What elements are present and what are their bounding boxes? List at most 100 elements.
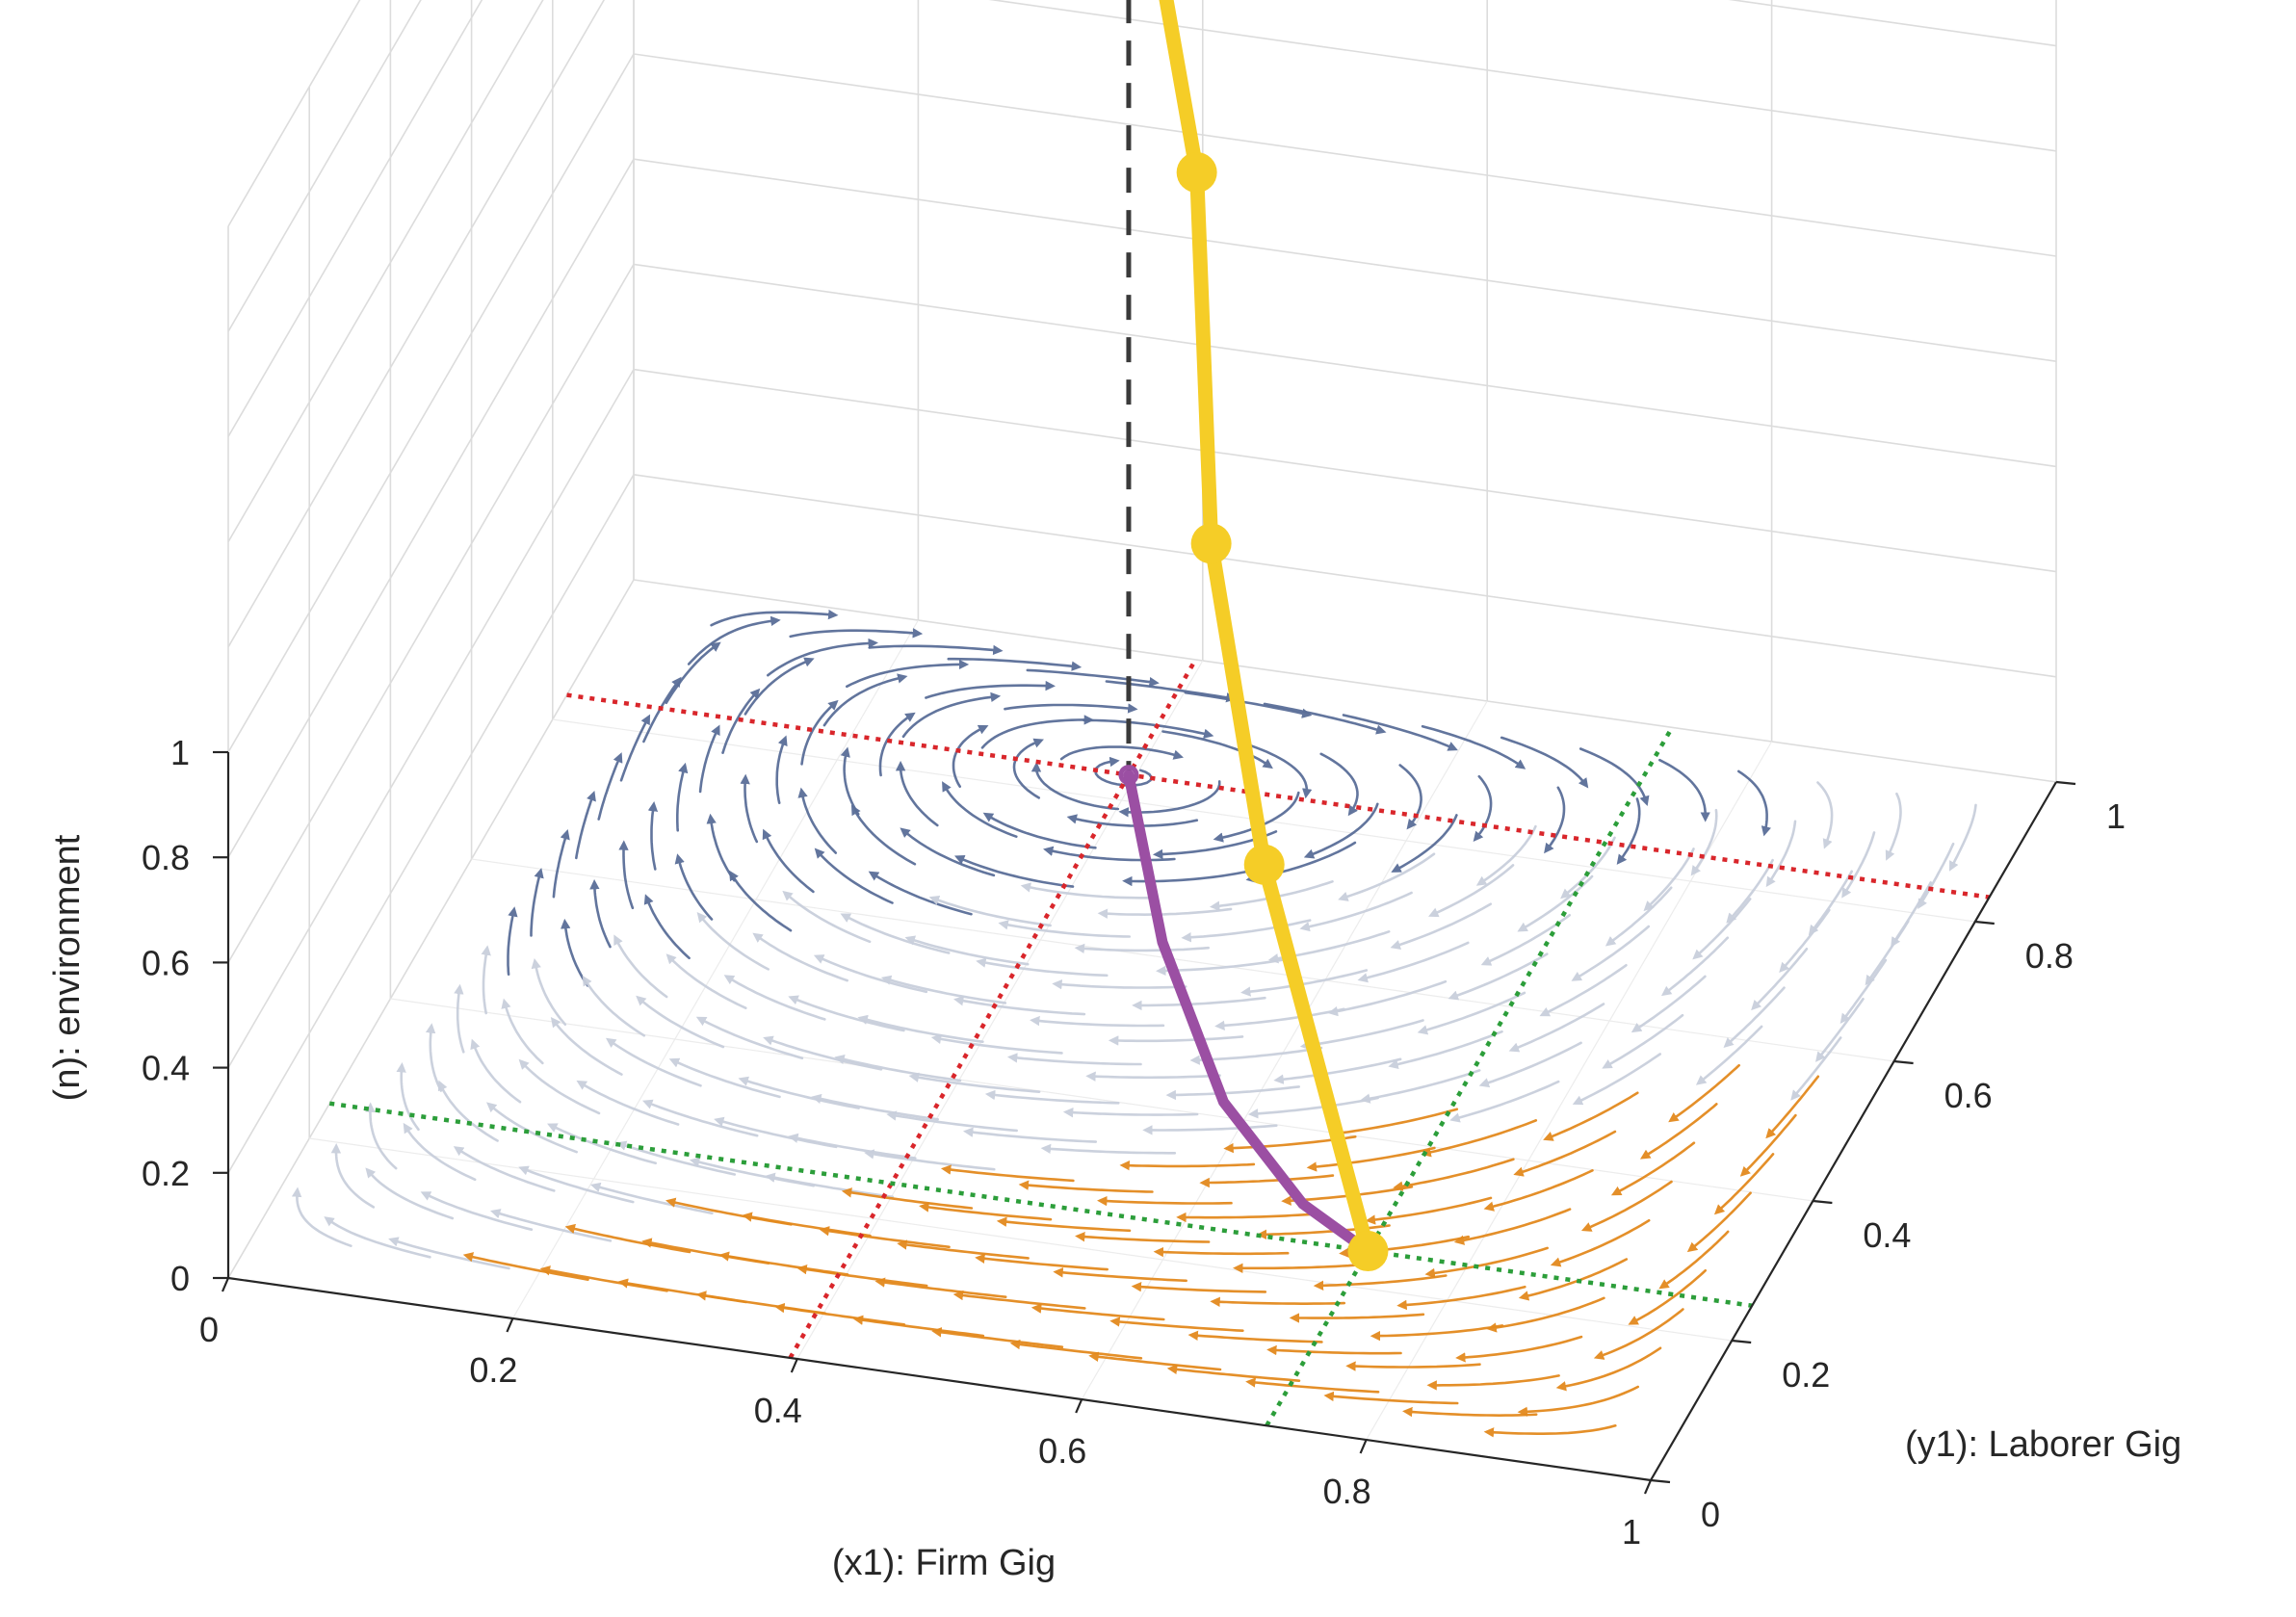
- streamline: [1181, 919, 1312, 943]
- streamline: [796, 1264, 928, 1288]
- streamline: [1790, 1036, 1842, 1101]
- streamline: [1660, 936, 1730, 997]
- streamline: [1323, 1391, 1459, 1405]
- streamline: [365, 1102, 398, 1170]
- streamline: [775, 735, 788, 805]
- streamline: [1176, 1212, 1312, 1223]
- streamline: [1342, 714, 1458, 751]
- x-tick-label: 0.6: [1038, 1431, 1086, 1471]
- streamline: [1360, 1069, 1481, 1104]
- streamline: [1610, 1141, 1696, 1196]
- grid-line: [227, 0, 544, 543]
- streamline: [952, 724, 989, 789]
- grid-line: [633, 263, 2057, 468]
- streamline: [1539, 963, 1628, 1017]
- streamline: [788, 995, 905, 1032]
- z-tick-label: 1: [170, 733, 190, 772]
- streamline: [813, 954, 928, 994]
- x-tick-label: 0.8: [1323, 1472, 1371, 1511]
- streamline: [1424, 1246, 1549, 1279]
- streamline: [982, 812, 1097, 849]
- grid-line: [227, 0, 606, 648]
- streamline: [530, 868, 544, 937]
- streamline: [962, 1127, 1098, 1143]
- streamline: [880, 975, 1007, 1004]
- streamline: [744, 657, 815, 716]
- streamline: [1572, 1053, 1661, 1106]
- streamline: [291, 1187, 352, 1247]
- streamline: [952, 1290, 1086, 1310]
- streamline: [1085, 1071, 1221, 1082]
- streamline: [1839, 958, 1888, 1025]
- streamline: [1026, 668, 1160, 688]
- streamline: [1421, 724, 1526, 769]
- streamline: [925, 680, 1056, 699]
- streamline: [1639, 1103, 1718, 1160]
- streamline: [1303, 802, 1379, 859]
- streamline: [1213, 791, 1300, 843]
- streamline: [615, 1140, 737, 1176]
- streamline: [518, 1058, 601, 1115]
- grid-line: [227, 369, 635, 1069]
- streamline: [840, 913, 951, 954]
- streamline: [1593, 1308, 1684, 1360]
- streamline: [980, 715, 1095, 749]
- streamline: [1059, 745, 1184, 761]
- streamline: [1075, 1232, 1211, 1243]
- y-tick: [1974, 920, 1995, 926]
- streamline: [1455, 1335, 1583, 1363]
- streamline: [998, 920, 1131, 938]
- streamline: [840, 746, 860, 816]
- streamline: [1004, 703, 1138, 714]
- x-tick: [1075, 1398, 1083, 1414]
- y-tick-label: 0.6: [1944, 1076, 1993, 1115]
- streamline: [1426, 1374, 1560, 1391]
- streamline: [729, 870, 793, 932]
- streamline: [547, 1123, 658, 1165]
- streamline: [834, 1054, 962, 1082]
- streamline: [1885, 792, 1902, 861]
- streamline: [897, 1239, 1030, 1260]
- streamline: [928, 895, 1052, 927]
- streamline: [1132, 996, 1266, 1011]
- streamline: [1658, 1230, 1730, 1290]
- streamline: [1031, 1303, 1165, 1321]
- floor-grid-line: [390, 998, 1813, 1202]
- streamline: [874, 1277, 1007, 1298]
- streamline: [1119, 1160, 1256, 1171]
- streamline: [636, 995, 725, 1049]
- streamline: [642, 1099, 759, 1137]
- streamline: [1841, 831, 1876, 899]
- streamline: [1550, 1219, 1651, 1267]
- z-tick-label: 0.8: [142, 838, 190, 877]
- z-axis-label: (n): environment: [47, 834, 88, 1101]
- streamline: [1765, 1075, 1820, 1139]
- streamline: [901, 691, 1002, 739]
- streamline: [531, 958, 567, 1026]
- streamline: [1393, 1158, 1515, 1191]
- grid-line: [988, 0, 2057, 152]
- grid-line: [227, 0, 422, 332]
- streamline: [552, 829, 570, 899]
- streamline: [1108, 1035, 1244, 1046]
- streamline: [742, 1212, 872, 1238]
- grid-line: [633, 53, 2057, 257]
- streamline: [1658, 758, 1710, 822]
- streamline: [762, 828, 815, 894]
- grid-line: [227, 158, 635, 858]
- streamline: [618, 840, 635, 910]
- streamline: [1031, 762, 1120, 811]
- streamline: [1189, 1046, 1323, 1065]
- streamline: [1156, 957, 1290, 977]
- streamline: [1299, 1019, 1424, 1051]
- streamline: [1815, 998, 1865, 1062]
- streamline: [643, 894, 691, 960]
- streamline: [1240, 741, 1313, 799]
- y-tick: [1813, 1199, 1833, 1205]
- streamline: [1692, 898, 1752, 960]
- streamline: [740, 773, 759, 844]
- y-axis-label: (y1): Laborer Gig: [1905, 1424, 2181, 1465]
- streamline: [1187, 1330, 1323, 1343]
- y-tick: [1732, 1339, 1752, 1344]
- grid-line: [227, 474, 635, 1174]
